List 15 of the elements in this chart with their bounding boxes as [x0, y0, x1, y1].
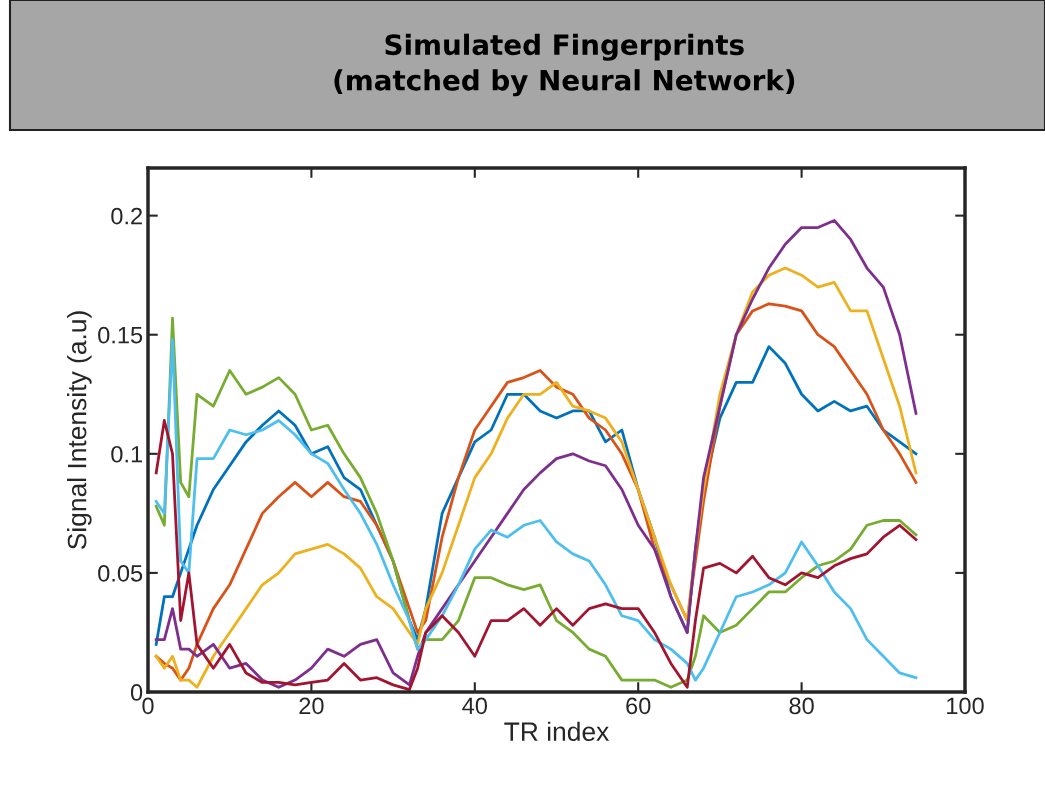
chart-title: Simulated Fingerprints (matched by Neural Network) [334, 33, 795, 97]
y-tick-label: 0.15 [98, 326, 143, 344]
x-axis-title: TR index [504, 721, 610, 742]
y-axis-title: Signal Intensity (a.u) [67, 311, 92, 550]
x-tick-label: 80 [789, 697, 814, 715]
line-series [154, 419, 918, 692]
x-tick-label: 20 [299, 697, 324, 715]
y-tick-label: 0.05 [98, 564, 143, 582]
y-tick-label: 0.2 [111, 207, 142, 225]
x-tick-label: 0 [142, 697, 154, 715]
y-tick-label: 0.1 [111, 445, 142, 463]
x-tick-label: 60 [626, 697, 651, 715]
y-tick-label: 0 [130, 684, 143, 701]
x-tick-label: 100 [947, 697, 984, 715]
x-tick-label: 40 [462, 697, 488, 715]
